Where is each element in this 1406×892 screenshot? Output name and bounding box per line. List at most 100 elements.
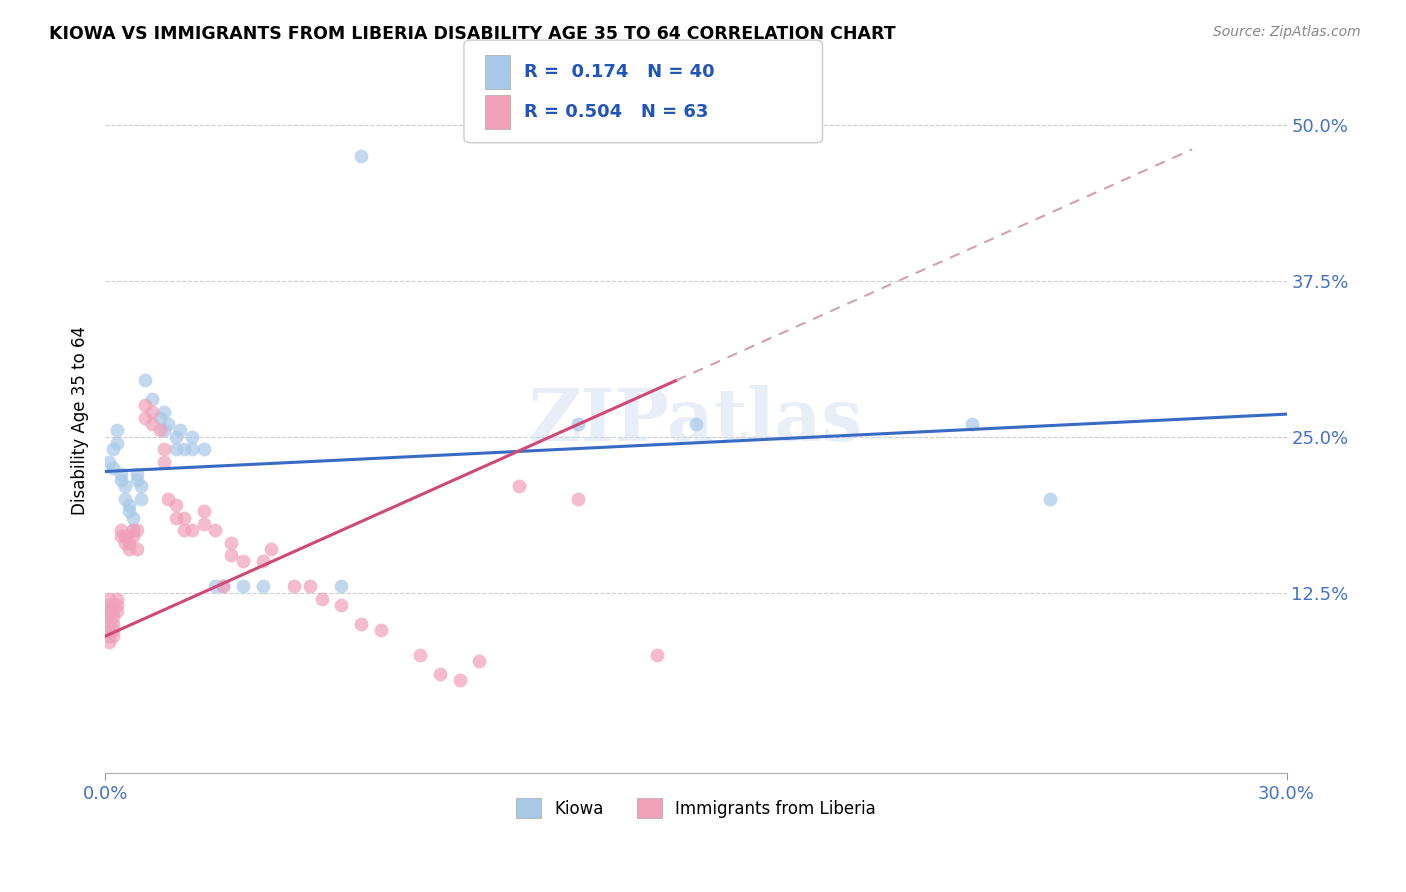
Point xyxy=(98,623,121,637)
Point xyxy=(252,554,274,568)
Point xyxy=(105,591,128,606)
Point xyxy=(212,579,235,593)
Point xyxy=(118,498,141,512)
Point xyxy=(125,473,148,487)
Point xyxy=(141,392,163,406)
Point xyxy=(685,417,707,431)
Point xyxy=(98,598,121,612)
Point xyxy=(98,629,121,643)
Point xyxy=(204,579,226,593)
Point xyxy=(204,523,226,537)
Point xyxy=(101,610,124,624)
Point xyxy=(311,591,333,606)
Point xyxy=(153,442,176,456)
Point xyxy=(98,604,121,618)
Point xyxy=(101,442,124,456)
Point xyxy=(180,429,202,443)
Point xyxy=(157,491,180,506)
Point xyxy=(129,491,152,506)
Point xyxy=(105,423,128,437)
Point xyxy=(134,410,156,425)
Point xyxy=(173,442,195,456)
Point xyxy=(129,479,152,493)
Point xyxy=(98,610,121,624)
Point xyxy=(173,510,195,524)
Point xyxy=(110,467,132,481)
Point xyxy=(180,442,202,456)
Point xyxy=(180,523,202,537)
Point xyxy=(165,510,187,524)
Point xyxy=(101,629,124,643)
Point xyxy=(114,479,136,493)
Point xyxy=(121,523,143,537)
Point xyxy=(508,479,530,493)
Point xyxy=(118,535,141,549)
Point xyxy=(101,598,124,612)
Text: R =  0.174   N = 40: R = 0.174 N = 40 xyxy=(524,63,716,81)
Legend: Kiowa, Immigrants from Liberia: Kiowa, Immigrants from Liberia xyxy=(509,791,883,825)
Point xyxy=(219,548,242,562)
Point xyxy=(1039,491,1062,506)
Point xyxy=(101,616,124,631)
Point xyxy=(110,529,132,543)
Point xyxy=(153,454,176,468)
Point xyxy=(193,442,215,456)
Point xyxy=(105,435,128,450)
Point xyxy=(118,504,141,518)
Point xyxy=(298,579,321,593)
Point xyxy=(125,467,148,481)
Point xyxy=(173,523,195,537)
Point xyxy=(149,410,172,425)
Point xyxy=(101,460,124,475)
Point xyxy=(110,523,132,537)
Point xyxy=(219,535,242,549)
Point xyxy=(330,579,353,593)
Point xyxy=(121,510,143,524)
Point xyxy=(645,648,668,662)
Point xyxy=(153,423,176,437)
Point xyxy=(165,442,187,456)
Point xyxy=(468,654,491,668)
Point xyxy=(98,616,121,631)
Point xyxy=(165,498,187,512)
Point xyxy=(101,623,124,637)
Text: Source: ZipAtlas.com: Source: ZipAtlas.com xyxy=(1213,25,1361,39)
Point xyxy=(141,417,163,431)
Point xyxy=(165,429,187,443)
Point xyxy=(567,417,589,431)
Y-axis label: Disability Age 35 to 64: Disability Age 35 to 64 xyxy=(72,326,89,516)
Point xyxy=(429,666,451,681)
Point xyxy=(125,523,148,537)
Text: ZIPatlas: ZIPatlas xyxy=(529,385,863,457)
Point xyxy=(449,673,471,687)
Point xyxy=(98,591,121,606)
Point xyxy=(193,516,215,531)
Point xyxy=(121,529,143,543)
Point xyxy=(212,579,235,593)
Point xyxy=(114,491,136,506)
Text: R = 0.504   N = 63: R = 0.504 N = 63 xyxy=(524,103,709,121)
Point xyxy=(157,417,180,431)
Point xyxy=(114,529,136,543)
Point xyxy=(370,623,392,637)
Point xyxy=(409,648,432,662)
Point xyxy=(259,541,281,556)
Point xyxy=(118,541,141,556)
Point xyxy=(98,454,121,468)
Point xyxy=(350,616,373,631)
Point xyxy=(283,579,305,593)
Point xyxy=(153,404,176,418)
Point xyxy=(110,473,132,487)
Point xyxy=(232,554,254,568)
Point xyxy=(350,149,373,163)
Point xyxy=(125,541,148,556)
Point xyxy=(114,535,136,549)
Point xyxy=(134,373,156,387)
Point xyxy=(134,398,156,412)
Point xyxy=(105,604,128,618)
Point xyxy=(105,598,128,612)
Point xyxy=(960,417,983,431)
Point xyxy=(330,598,353,612)
Point xyxy=(193,504,215,518)
Point xyxy=(149,423,172,437)
